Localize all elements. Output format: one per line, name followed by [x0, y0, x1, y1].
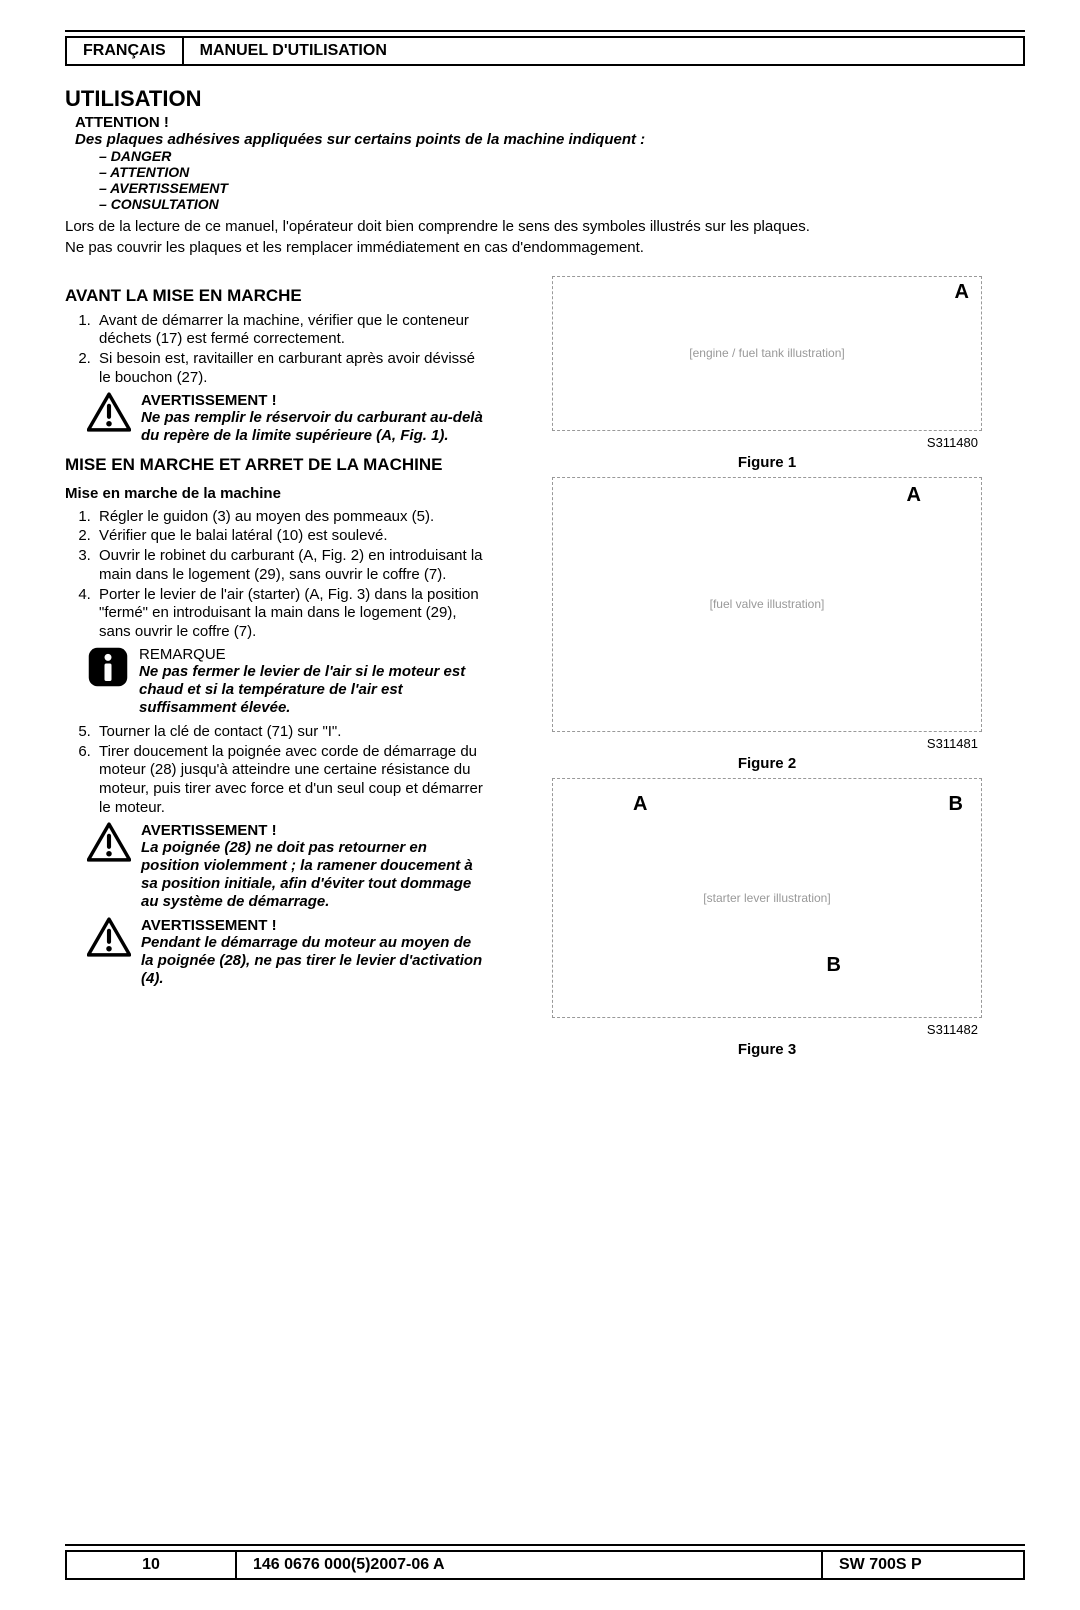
figure-1-code: S311480	[552, 435, 982, 450]
attention-item: ATTENTION	[99, 164, 645, 180]
list-item: Avant de démarrer la machine, vérifier q…	[95, 312, 485, 350]
warning-body: Pendant le démarrage du moteur au moyen …	[141, 934, 485, 988]
figure-1-image: [engine / fuel tank illustration] A	[552, 276, 982, 431]
page-title: UTILISATION	[65, 86, 1025, 112]
figure-placeholder-text: [engine / fuel tank illustration]	[689, 346, 844, 360]
fuel-warning: AVERTISSEMENT ! Ne pas remplir le réserv…	[87, 392, 485, 445]
figure-2-code: S311481	[552, 736, 982, 751]
warning-title: AVERTISSEMENT !	[141, 392, 485, 409]
header-language: FRANÇAIS	[67, 38, 184, 64]
attention-block: ATTENTION ! Des plaques adhésives appliq…	[65, 114, 1025, 212]
two-column-layout: AVANT LA MISE EN MARCHE Avant de démarre…	[65, 276, 1025, 1064]
attention-title: ATTENTION !	[75, 114, 645, 131]
figure-placeholder-text: [fuel valve illustration]	[710, 597, 825, 611]
figure-2: [fuel valve illustration] A S311481 Figu…	[552, 477, 982, 774]
figure-1-caption: Figure 1	[552, 454, 982, 471]
figure-3-image: [starter lever illustration] A B B	[552, 778, 982, 1018]
figure-label-b: B	[949, 793, 963, 816]
figure-3-code: S311482	[552, 1022, 982, 1037]
lever-warning: AVERTISSEMENT ! Pendant le démarrage du …	[87, 917, 485, 988]
attention-item: DANGER	[99, 148, 645, 164]
attention-item: AVERTISSEMENT	[99, 180, 645, 196]
warning-title: AVERTISSEMENT !	[141, 822, 485, 839]
top-rule	[65, 30, 1025, 32]
before-list: Avant de démarrer la machine, vérifier q…	[65, 312, 485, 388]
figure-2-image: [fuel valve illustration] A	[552, 477, 982, 732]
list-item: Tirer doucement la poignée avec corde de…	[95, 743, 485, 818]
attention-intro: Des plaques adhésives appliquées sur cer…	[75, 131, 645, 148]
list-item: Vérifier que le balai latéral (10) est s…	[95, 527, 485, 546]
header-box: FRANÇAIS MANUEL D'UTILISATION	[65, 36, 1025, 66]
list-item: Tourner la clé de contact (71) sur "I".	[95, 723, 485, 742]
body-paragraph: Lors de la lecture de ce manuel, l'opéra…	[65, 218, 1025, 237]
startstop-heading: MISE EN MARCHE ET ARRET DE LA MACHINE	[65, 455, 485, 475]
warning-triangle-icon	[87, 917, 131, 960]
figure-1: [engine / fuel tank illustration] A S311…	[552, 276, 982, 473]
list-item: Si besoin est, ravitailler en carburant …	[95, 350, 485, 388]
attention-list: DANGER ATTENTION AVERTISSEMENT CONSULTAT…	[75, 148, 645, 212]
figure-label-a: A	[907, 484, 921, 507]
right-column: [engine / fuel tank illustration] A S311…	[509, 276, 1025, 1064]
figure-2-caption: Figure 2	[552, 755, 982, 772]
left-column: AVANT LA MISE EN MARCHE Avant de démarre…	[65, 276, 485, 1064]
footer-doc: 146 0676 000(5)2007-06 A	[237, 1552, 823, 1578]
header-manual: MANUEL D'UTILISATION	[184, 38, 403, 64]
note-title: REMARQUE	[139, 646, 485, 663]
handle-warning: AVERTISSEMENT ! La poignée (28) ne doit …	[87, 822, 485, 911]
start-list-b: Tourner la clé de contact (71) sur "I". …	[65, 723, 485, 818]
list-item: Porter le levier de l'air (starter) (A, …	[95, 586, 485, 642]
warning-triangle-icon	[87, 822, 131, 865]
figure-label-a: A	[955, 281, 969, 304]
before-heading: AVANT LA MISE EN MARCHE	[65, 286, 485, 306]
body-paragraph: Ne pas couvrir les plaques et les rempla…	[65, 239, 1025, 258]
attention-item: CONSULTATION	[99, 196, 645, 212]
warning-title: AVERTISSEMENT !	[141, 917, 485, 934]
footer-rule	[65, 1544, 1025, 1546]
footer-box: 10 146 0676 000(5)2007-06 A SW 700S P	[65, 1550, 1025, 1580]
startstop-minor: Mise en marche de la machine	[65, 485, 485, 502]
list-item: Ouvrir le robinet du carburant (A, Fig. …	[95, 547, 485, 585]
start-list-a: Régler le guidon (3) au moyen des pommea…	[65, 508, 485, 642]
figure-label-b: B	[827, 954, 841, 977]
footer-model: SW 700S P	[823, 1552, 1023, 1578]
figure-3-caption: Figure 3	[552, 1041, 982, 1058]
footer-page: 10	[67, 1552, 237, 1578]
figure-3: [starter lever illustration] A B B S3114…	[552, 778, 982, 1060]
warning-triangle-icon	[87, 392, 131, 435]
warning-body: La poignée (28) ne doit pas retourner en…	[141, 839, 485, 911]
figure-placeholder-text: [starter lever illustration]	[703, 891, 830, 905]
note-body: Ne pas fermer le levier de l'air si le m…	[139, 663, 485, 717]
warning-body: Ne pas remplir le réservoir du carburant…	[141, 409, 485, 445]
info-icon	[87, 646, 129, 691]
list-item: Régler le guidon (3) au moyen des pommea…	[95, 508, 485, 527]
figure-label-a: A	[633, 793, 647, 816]
note-block: REMARQUE Ne pas fermer le levier de l'ai…	[87, 646, 485, 717]
